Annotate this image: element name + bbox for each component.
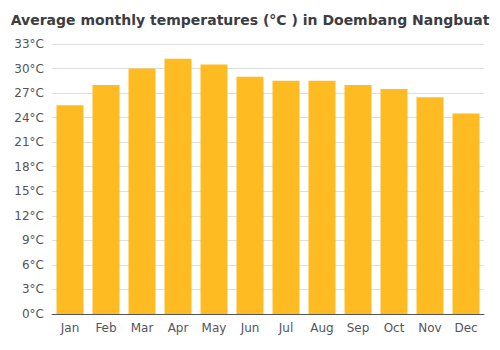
svg-text:Jul: Jul xyxy=(278,321,293,335)
svg-text:Feb: Feb xyxy=(95,321,116,335)
svg-text:Nov: Nov xyxy=(418,321,441,335)
svg-text:24°C: 24°C xyxy=(14,111,44,125)
svg-text:Sep: Sep xyxy=(347,321,370,335)
svg-text:9°C: 9°C xyxy=(22,233,44,247)
svg-text:Dec: Dec xyxy=(454,321,477,335)
svg-text:Oct: Oct xyxy=(384,321,405,335)
svg-text:Mar: Mar xyxy=(131,321,154,335)
svg-text:27°C: 27°C xyxy=(14,86,44,100)
svg-text:33°C: 33°C xyxy=(14,37,44,51)
svg-text:21°C: 21°C xyxy=(14,135,44,149)
svg-text:6°C: 6°C xyxy=(22,258,44,272)
svg-text:Aug: Aug xyxy=(310,321,333,335)
svg-text:0°C: 0°C xyxy=(22,307,44,321)
svg-text:Jun: Jun xyxy=(240,321,260,335)
svg-text:Apr: Apr xyxy=(168,321,189,335)
svg-text:May: May xyxy=(202,321,227,335)
svg-text:Average monthly temperatures (: Average monthly temperatures (°C ) in Do… xyxy=(11,12,490,28)
svg-text:30°C: 30°C xyxy=(14,62,44,76)
svg-text:12°C: 12°C xyxy=(14,209,44,223)
svg-text:3°C: 3°C xyxy=(22,282,44,296)
svg-text:18°C: 18°C xyxy=(14,160,44,174)
svg-text:15°C: 15°C xyxy=(14,184,44,198)
svg-text:Jan: Jan xyxy=(60,321,80,335)
